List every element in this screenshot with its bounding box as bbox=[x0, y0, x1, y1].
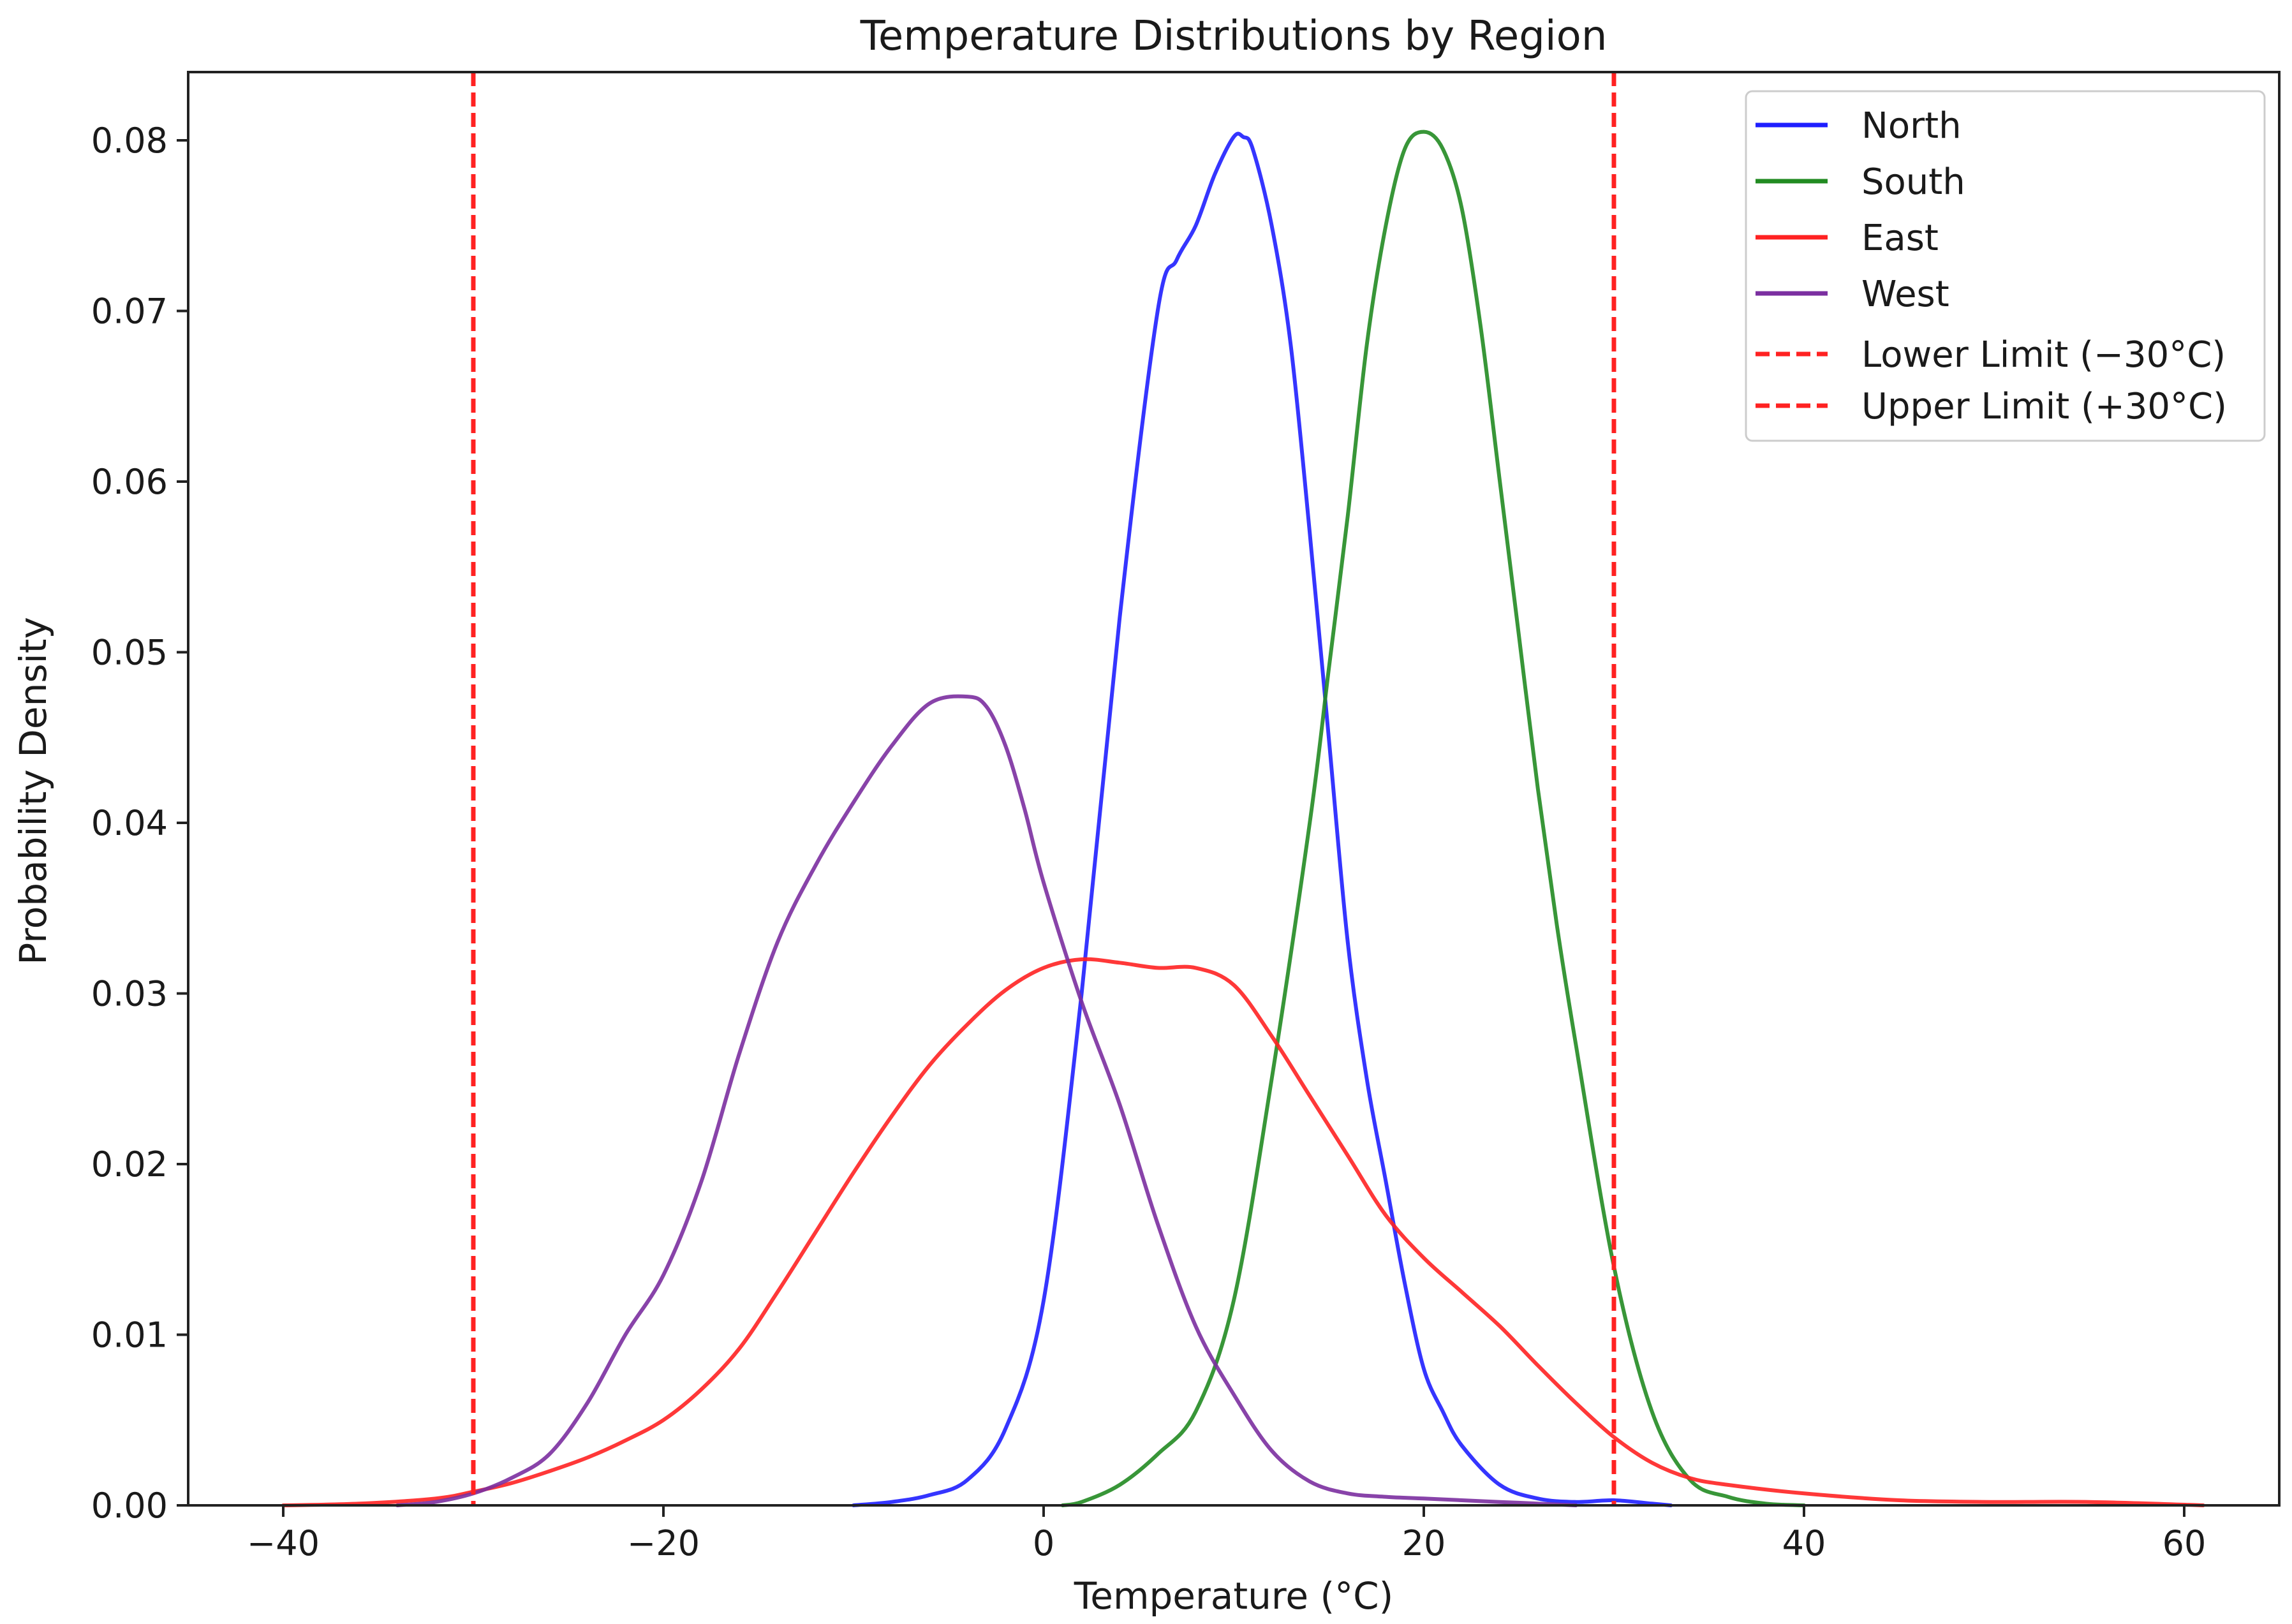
legend-item-lower-limit: Lower Limit (−30°C) bbox=[1756, 334, 2226, 376]
x-axis-ticks: −40 −20 0 20 40 60 bbox=[247, 1505, 2206, 1563]
y-tick-label: 0.01 bbox=[91, 1315, 168, 1355]
y-tick-label: 0.04 bbox=[91, 803, 168, 843]
series-line-west bbox=[395, 694, 1578, 1507]
legend-item-upper-limit: Upper Limit (+30°C) bbox=[1756, 386, 2227, 427]
legend-label: West bbox=[1861, 274, 1949, 315]
legend-label: East bbox=[1861, 218, 1939, 259]
y-tick-label: 0.03 bbox=[91, 974, 168, 1014]
y-tick-label: 0.05 bbox=[91, 633, 168, 673]
legend-item-west: West bbox=[1756, 274, 1949, 315]
x-tick-label: −20 bbox=[627, 1523, 700, 1563]
plot-frame bbox=[187, 71, 2281, 1507]
y-tick-label: 0.08 bbox=[91, 121, 168, 161]
x-tick-label: −40 bbox=[247, 1523, 320, 1563]
reference-lines-layer bbox=[471, 72, 1616, 1505]
chart-title: Temperature Distributions by Region bbox=[860, 13, 1608, 60]
series-line-south bbox=[1060, 129, 1806, 1507]
y-tick-label: 0.07 bbox=[91, 292, 168, 332]
series-line-east bbox=[281, 957, 2205, 1507]
legend-label: Upper Limit (+30°C) bbox=[1861, 386, 2227, 427]
y-tick-label: 0.06 bbox=[91, 462, 168, 502]
legend-label: Lower Limit (−30°C) bbox=[1861, 334, 2226, 376]
legend-item-south: South bbox=[1756, 161, 1965, 203]
legend: North South East West Lower Limit (−30°C) Upp… bbox=[1745, 90, 2266, 442]
series-line-north bbox=[852, 131, 1673, 1507]
y-axis-ticks: 0.00 0.01 0.02 0.03 0.04 0.05 0.06 0.07 0.08 bbox=[91, 121, 188, 1526]
x-tick-label: 60 bbox=[2163, 1523, 2207, 1563]
legend-box bbox=[1745, 90, 2266, 442]
series-layer bbox=[281, 129, 2205, 1507]
y-axis-label: Probability Density bbox=[11, 617, 55, 965]
y-tick-label: 0.02 bbox=[91, 1144, 168, 1185]
x-tick-label: 40 bbox=[1782, 1523, 1826, 1563]
legend-item-north: North bbox=[1756, 105, 1962, 147]
legend-items: North South East West Lower Limit (−30°C) Upp… bbox=[1756, 105, 2227, 427]
plot-area bbox=[187, 71, 2281, 1507]
legend-label: North bbox=[1861, 105, 1962, 147]
x-tick-label: 20 bbox=[1402, 1523, 1446, 1563]
x-axis-label: Temperature (°C) bbox=[1074, 1574, 1394, 1618]
legend-label: South bbox=[1861, 161, 1965, 203]
legend-item-east: East bbox=[1756, 218, 1939, 259]
y-tick-label: 0.00 bbox=[91, 1486, 168, 1526]
x-tick-label: 0 bbox=[1033, 1523, 1054, 1563]
